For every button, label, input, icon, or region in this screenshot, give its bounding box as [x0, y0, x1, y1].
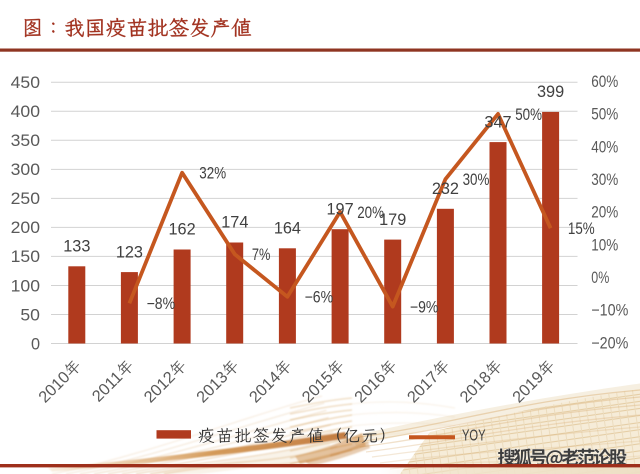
svg-text:40%: 40%: [591, 138, 618, 156]
svg-text:60%: 60%: [591, 73, 618, 91]
svg-text:350: 350: [11, 132, 40, 150]
svg-text:−8%: −8%: [147, 295, 176, 313]
svg-text:−6%: −6%: [305, 289, 334, 307]
svg-text:0: 0: [31, 335, 40, 353]
svg-text:347: 347: [484, 113, 511, 131]
svg-text:232: 232: [432, 180, 459, 198]
svg-text:100: 100: [11, 277, 40, 295]
svg-text:179: 179: [379, 211, 406, 229]
svg-text:10%: 10%: [591, 236, 618, 254]
svg-text:200: 200: [11, 219, 40, 237]
svg-text:20%: 20%: [357, 204, 384, 222]
svg-text:15%: 15%: [568, 220, 595, 238]
svg-text:50%: 50%: [515, 106, 542, 124]
svg-text:30%: 30%: [591, 171, 618, 189]
svg-text:50: 50: [20, 306, 40, 324]
svg-text:0%: 0%: [591, 269, 609, 287]
svg-text:123: 123: [116, 243, 143, 261]
svg-text:−10%: −10%: [591, 302, 628, 320]
svg-text:399: 399: [537, 83, 564, 101]
svg-text:300: 300: [11, 161, 40, 179]
svg-text:133: 133: [63, 238, 90, 256]
svg-text:−20%: −20%: [591, 334, 628, 352]
svg-text:30%: 30%: [463, 171, 490, 189]
svg-text:150: 150: [11, 248, 40, 266]
svg-text:50%: 50%: [591, 106, 618, 124]
svg-text:20%: 20%: [591, 204, 618, 222]
svg-text:400: 400: [11, 103, 40, 121]
svg-text:32%: 32%: [199, 165, 226, 183]
svg-text:250: 250: [11, 190, 40, 208]
svg-text:197: 197: [327, 200, 354, 218]
svg-text:7%: 7%: [252, 246, 271, 264]
svg-text:162: 162: [169, 221, 196, 239]
svg-text:174: 174: [221, 214, 248, 232]
svg-text:−9%: −9%: [410, 299, 439, 317]
svg-text:450: 450: [11, 74, 40, 92]
svg-text:YOY: YOY: [462, 427, 486, 444]
svg-text:164: 164: [274, 220, 301, 238]
